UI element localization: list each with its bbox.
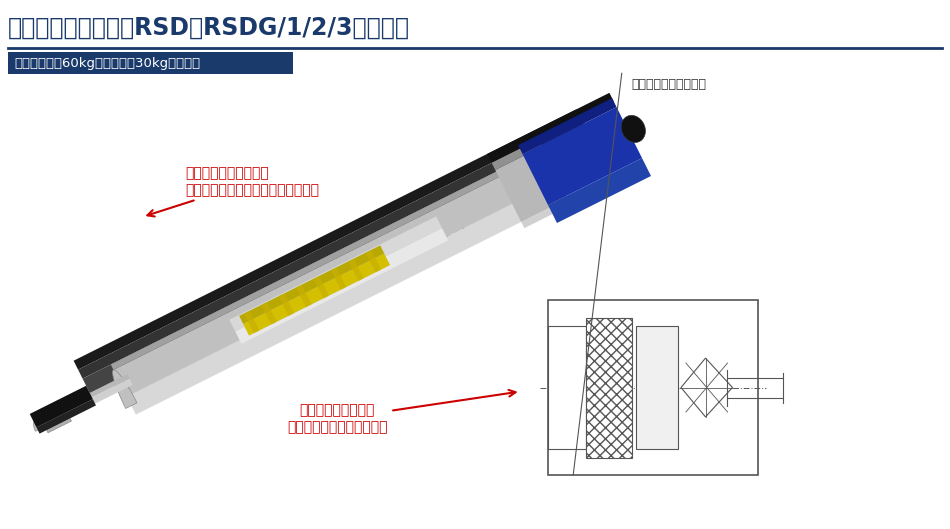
Polygon shape <box>229 216 442 331</box>
Polygon shape <box>78 118 585 379</box>
Polygon shape <box>518 98 617 154</box>
Polygon shape <box>522 107 642 205</box>
Polygon shape <box>113 370 137 408</box>
Polygon shape <box>45 406 71 433</box>
Polygon shape <box>296 285 312 307</box>
Polygon shape <box>278 294 294 316</box>
Polygon shape <box>495 147 568 222</box>
Polygon shape <box>261 302 276 325</box>
Polygon shape <box>113 172 522 397</box>
Polygon shape <box>243 253 390 335</box>
Polygon shape <box>314 276 329 298</box>
Polygon shape <box>612 98 651 176</box>
Polygon shape <box>83 127 595 397</box>
Polygon shape <box>239 245 384 324</box>
Polygon shape <box>548 158 651 223</box>
Polygon shape <box>487 93 614 163</box>
FancyBboxPatch shape <box>8 52 293 74</box>
Polygon shape <box>43 374 129 421</box>
Polygon shape <box>507 172 532 211</box>
Polygon shape <box>36 399 96 434</box>
FancyBboxPatch shape <box>586 317 632 458</box>
Polygon shape <box>45 379 133 427</box>
FancyBboxPatch shape <box>636 326 678 449</box>
Polygon shape <box>73 110 581 370</box>
Polygon shape <box>331 267 347 290</box>
Polygon shape <box>33 416 49 431</box>
Polygon shape <box>127 199 531 415</box>
Text: 可搬質量：〜60kg（水平）〜30kg（垂直）: 可搬質量：〜60kg（水平）〜30kg（垂直） <box>14 57 200 69</box>
Polygon shape <box>349 259 364 281</box>
Polygon shape <box>492 139 542 170</box>
Text: 小型・ロッドタイプRSD・RSDG/1/2/3シリーズ: 小型・ロッドタイプRSD・RSDG/1/2/3シリーズ <box>8 16 410 40</box>
Polygon shape <box>621 115 645 142</box>
Text: 積層形接触スクレーバ: 積層形接触スクレーバ <box>632 78 707 92</box>
Text: 積層形接触スクレーバ
異物の本体内部への侵入を防ぎます: 積層形接触スクレーバ 異物の本体内部への侵入を防ぎます <box>147 167 319 216</box>
Polygon shape <box>366 250 381 272</box>
Polygon shape <box>244 311 259 333</box>
Polygon shape <box>29 386 93 427</box>
Polygon shape <box>522 198 571 228</box>
Polygon shape <box>111 167 508 370</box>
Polygon shape <box>681 358 732 417</box>
Text: 潤滑装置: 潤滑装置 <box>364 227 466 269</box>
Polygon shape <box>236 228 448 344</box>
FancyBboxPatch shape <box>548 300 758 475</box>
FancyBboxPatch shape <box>548 326 586 449</box>
Text: ステッピングモータ
（位置検出器：レゾルバ）: ステッピングモータ （位置検出器：レゾルバ） <box>287 390 516 434</box>
